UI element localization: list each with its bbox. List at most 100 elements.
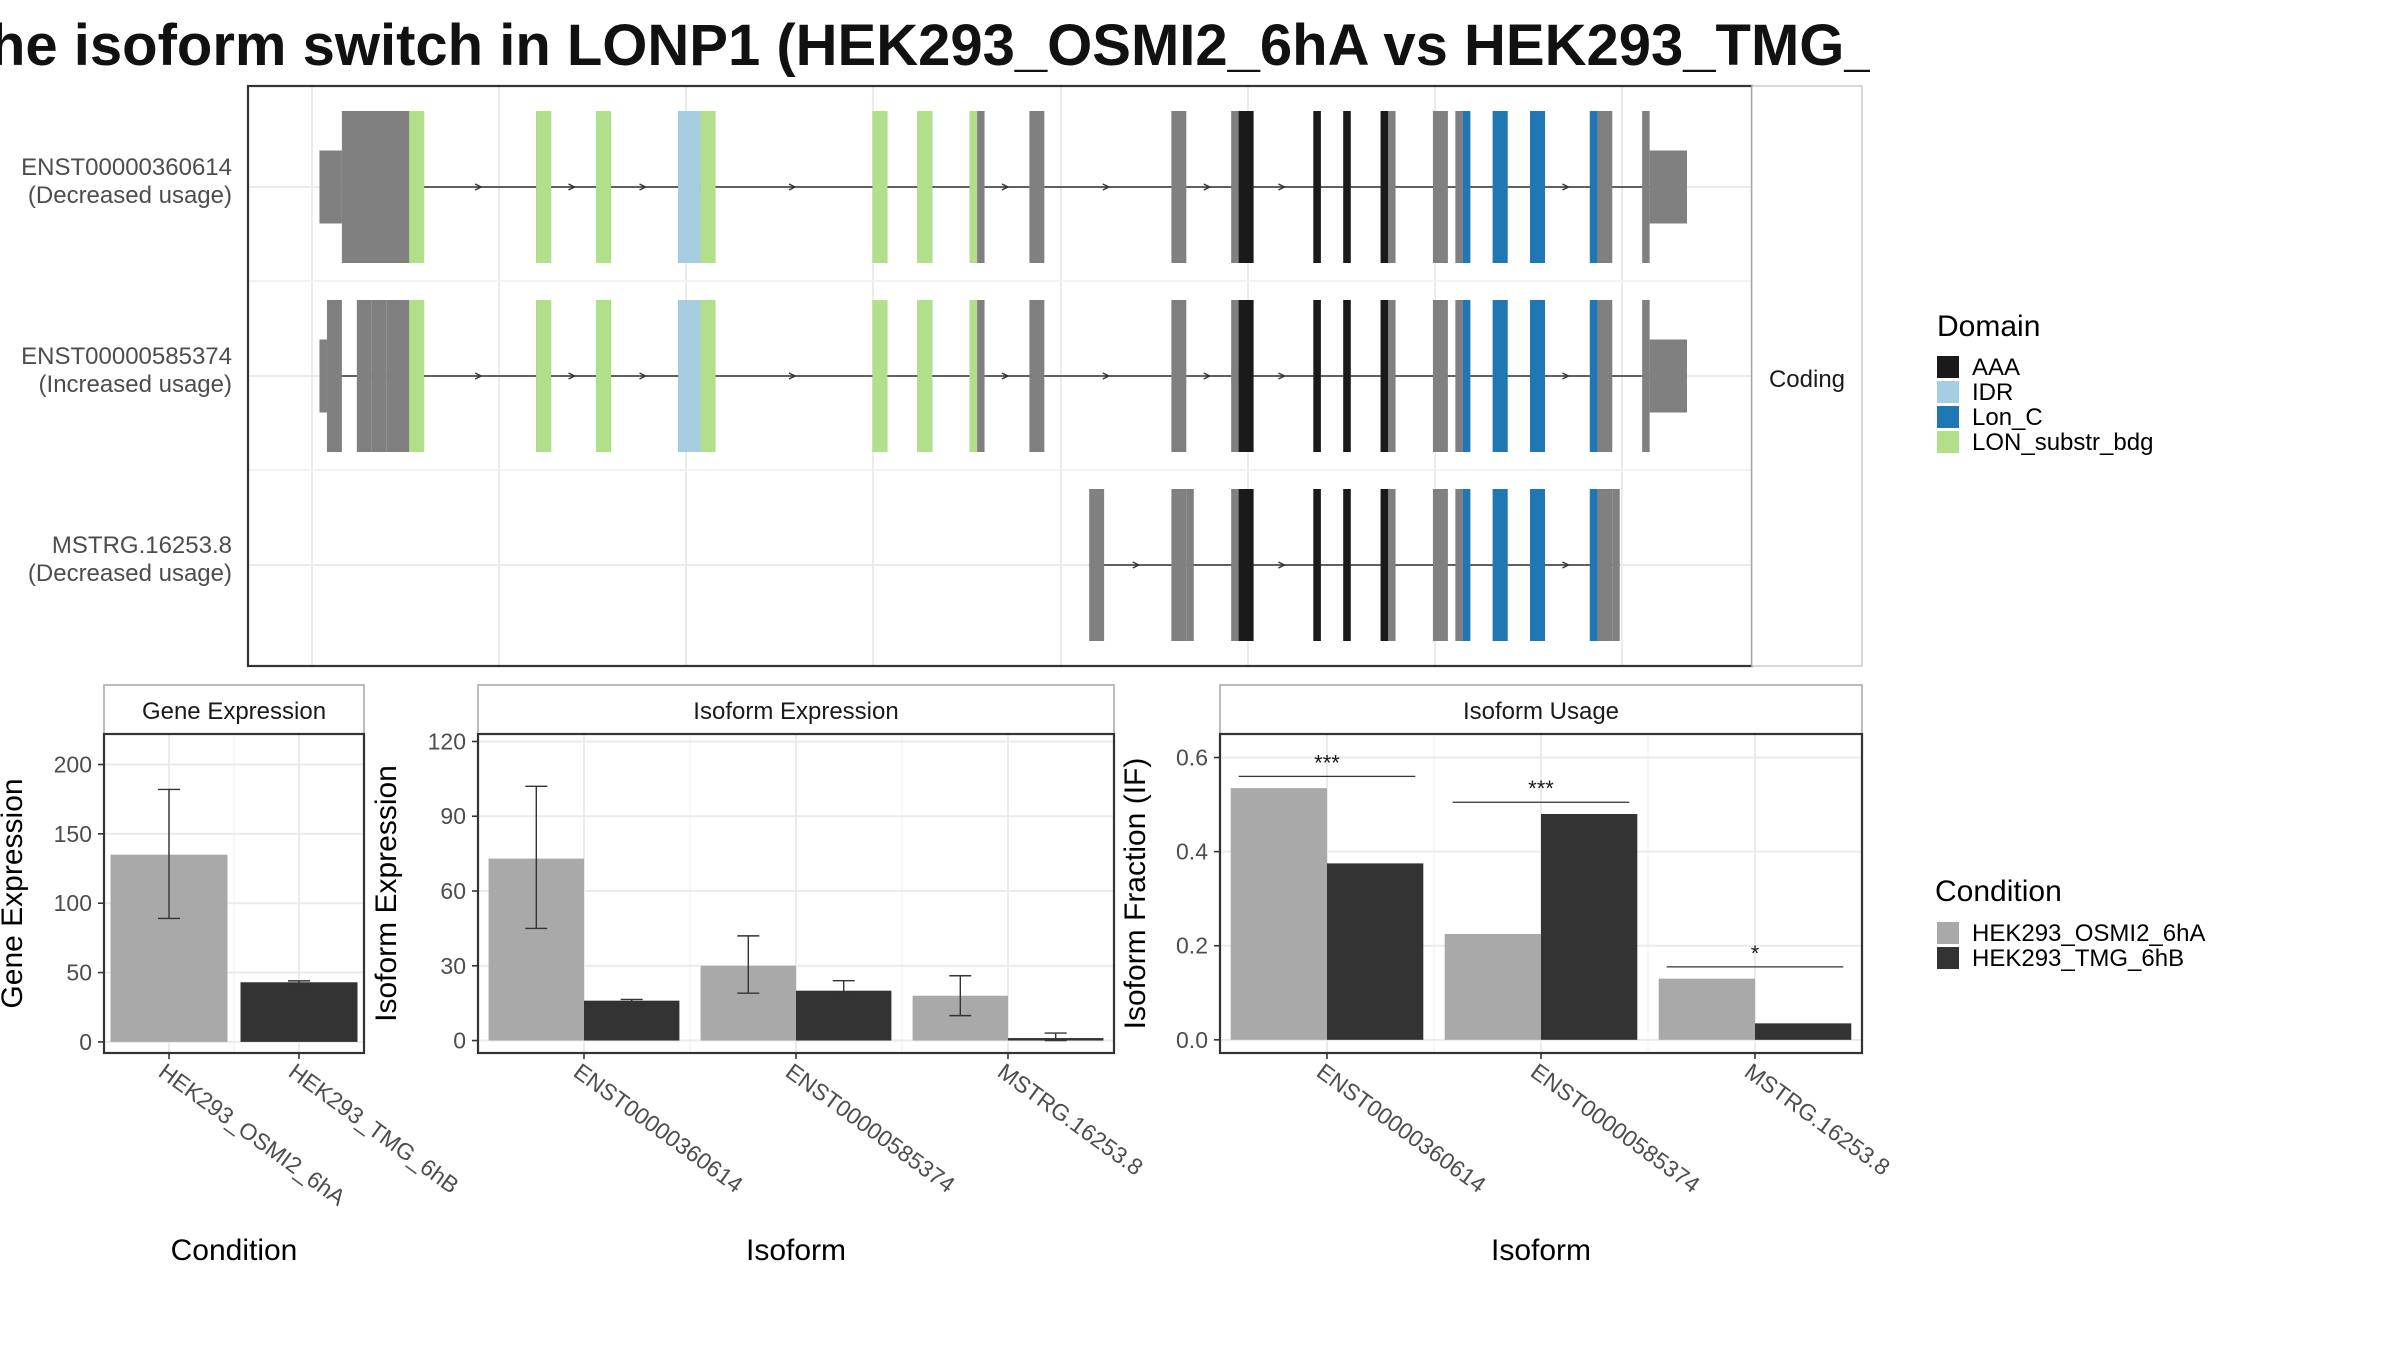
intron-arrow [568, 372, 577, 380]
bar [1327, 863, 1424, 1040]
domain-idr [678, 111, 701, 263]
panel-border [1218, 732, 1864, 1055]
domain-lon-substr-bdg [409, 300, 425, 452]
intron-arrow [1562, 372, 1570, 380]
exon [319, 150, 342, 224]
exon [1432, 489, 1448, 641]
panel-title: Isoform Expression [693, 698, 898, 725]
exon [1231, 300, 1239, 452]
intron-arrow [1278, 372, 1287, 380]
domain-aaa [1238, 489, 1254, 641]
y-tick-label: 100 [54, 890, 92, 916]
domain-lon-substr-bdg [595, 111, 611, 263]
exon [1388, 111, 1396, 263]
domain-lon-substr-bdg [969, 300, 978, 452]
domain-legend-swatch [1937, 356, 1959, 378]
transcript-usage-label: (Decreased usage) [28, 560, 232, 587]
transcript-label: MSTRG.16253.8 [52, 532, 232, 559]
panel-border [476, 732, 1116, 1055]
exon [977, 300, 985, 452]
x-tick-label: MSTRG.16253.8 [1740, 1058, 1895, 1180]
x-tick-label: MSTRG.16253.8 [993, 1058, 1148, 1180]
significance-label: *** [1314, 750, 1340, 775]
bar [1230, 788, 1327, 1040]
exon [1231, 111, 1239, 263]
exon [1432, 300, 1448, 452]
domain-aaa [1238, 300, 1254, 452]
domain-lon-substr-bdg [969, 111, 978, 263]
domain-lon-substr-bdg [595, 300, 611, 452]
domain-lon-c [1530, 111, 1546, 263]
domain-lon-substr-bdg [872, 300, 888, 452]
transcript-usage-label: (Increased usage) [39, 371, 232, 398]
domain-lon-c [1589, 300, 1598, 452]
domain-aaa [1343, 489, 1351, 641]
intron-arrow [1102, 372, 1111, 380]
bar [1658, 978, 1755, 1040]
y-axis-title: Isoform Fraction (IF) [1119, 758, 1152, 1030]
domain-lon-c [1530, 300, 1546, 452]
coding-strip [1751, 85, 1863, 667]
domain-lon-substr-bdg [409, 111, 425, 263]
exon [356, 300, 372, 452]
exon [371, 300, 387, 452]
y-tick-label: 0 [453, 1028, 466, 1054]
y-axis-title: Isoform Expression [370, 765, 403, 1022]
significance-label: * [1751, 941, 1760, 966]
x-tick-label: ENST00000585374 [1526, 1058, 1705, 1198]
domain-lon-c [1492, 300, 1508, 452]
exon [1171, 300, 1187, 452]
panel-border [102, 732, 366, 1055]
exon [1612, 489, 1620, 641]
domain-legend-label: IDR [1972, 379, 2013, 406]
y-tick-label: 30 [440, 953, 466, 979]
bar [796, 990, 892, 1041]
domain-legend-swatch [1937, 381, 1959, 403]
domain-lon-substr-bdg [872, 111, 888, 263]
intron-arrow [568, 183, 577, 191]
domain-aaa [1313, 111, 1321, 263]
exon [1597, 300, 1613, 452]
y-tick-label: 0.0 [1176, 1027, 1208, 1053]
intron-arrow [1001, 372, 1010, 380]
exon [1642, 300, 1650, 452]
bar [1541, 813, 1638, 1040]
domain-lon-substr-bdg [917, 111, 933, 263]
transcript-label: ENST00000585374 [21, 343, 232, 370]
y-tick-label: 0 [79, 1029, 92, 1055]
panel-title: Gene Expression [142, 698, 326, 725]
intron-arrow [474, 372, 483, 380]
intron-arrow [788, 183, 797, 191]
y-tick-label: 50 [66, 960, 92, 986]
x-tick-label: ENST00000360614 [1312, 1058, 1491, 1198]
domain-lon-substr-bdg [700, 300, 716, 452]
domain-aaa [1343, 111, 1351, 263]
intron-arrow [1132, 561, 1141, 569]
x-axis-title: Condition [171, 1234, 298, 1267]
y-tick-label: 200 [54, 752, 92, 778]
intron-arrow [1203, 183, 1212, 191]
domain-lon-c [1589, 489, 1598, 641]
exon [977, 111, 985, 263]
domain-aaa [1380, 489, 1389, 641]
exon [1455, 300, 1463, 452]
condition-legend-label: HEK293_OSMI2_6hA [1972, 920, 2205, 947]
exon [1432, 111, 1448, 263]
exon [1455, 489, 1463, 641]
y-tick-label: 0.4 [1176, 839, 1208, 865]
bar [1444, 933, 1541, 1040]
x-axis-title: Isoform [746, 1234, 846, 1267]
domain-lon-c [1492, 489, 1508, 641]
figure-title: he isoform switch in LONP1 (HEK293_OSMI2… [0, 13, 1870, 78]
exon [1597, 111, 1613, 263]
intron-arrow [1001, 183, 1010, 191]
domain-aaa [1380, 300, 1389, 452]
domain-aaa [1313, 489, 1321, 641]
domain-idr [678, 300, 701, 452]
x-axis-title: Isoform [1491, 1234, 1591, 1267]
condition-legend-swatch [1937, 947, 1959, 969]
exon [1029, 300, 1045, 452]
y-tick-label: 60 [440, 878, 466, 904]
coding-strip-label: Coding [1769, 366, 1845, 393]
panel-header [103, 684, 365, 735]
